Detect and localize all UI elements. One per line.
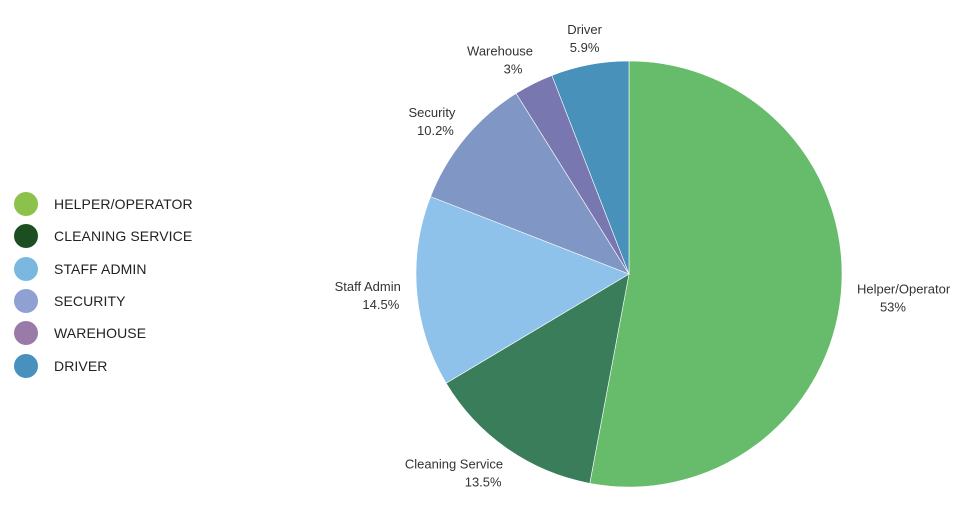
pie-label-cleaning-service: Cleaning Service [405, 457, 503, 472]
legend-label-cleaning-service: CLEANING SERVICE [54, 228, 193, 245]
legend-item-driver: DRIVER [14, 349, 254, 381]
pie-value-label-cleaning-service: 13.5% [465, 475, 502, 490]
pie-label-security: Security [408, 105, 455, 120]
pie-label-staff-admin: Staff Admin [335, 279, 401, 294]
legend-item-security: SECURITY [14, 285, 254, 317]
legend-swatch-staff-admin [14, 256, 38, 281]
pie-value-label-security: 10.2% [417, 123, 454, 138]
legend-swatch-cleaning-service [14, 224, 38, 249]
legend-item-cleaning-service: CLEANING SERVICE [14, 220, 254, 252]
pie-label-helper-operator: Helper/Operator [857, 281, 951, 296]
legend-item-warehouse: WAREHOUSE [14, 317, 254, 349]
legend-label-security: SECURITY [54, 293, 126, 310]
pie-value-label-driver: 5.9% [570, 40, 600, 55]
pie-slice-security [430, 92, 630, 275]
legend-swatch-driver [14, 353, 38, 378]
pie-slice-staff-admin [415, 196, 630, 384]
pie-label-driver: Driver [567, 22, 602, 37]
legend-swatch-security [14, 289, 38, 314]
legend-label-driver: DRIVER [54, 357, 108, 374]
legend-label-helper-operator: HELPER/OPERATOR [54, 196, 193, 213]
pie-label-warehouse: Warehouse [467, 44, 533, 59]
pie-value-label-staff-admin: 14.5% [362, 297, 399, 312]
legend-swatch-warehouse [14, 321, 38, 346]
legend-swatch-helper-operator [14, 192, 38, 217]
legend-item-helper-operator: HELPER/OPERATOR [14, 188, 254, 220]
pie-slice-helper-operator [589, 60, 843, 488]
pie-value-label-helper-operator: 53% [880, 299, 906, 314]
legend-label-warehouse: WAREHOUSE [54, 325, 147, 342]
legend-item-staff-admin: STAFF ADMIN [14, 253, 254, 285]
legend-label-staff-admin: STAFF ADMIN [54, 260, 147, 277]
chart-legend: HELPER/OPERATOR CLEANING SERVICE STAFF A… [14, 188, 254, 382]
pie-slice-driver [551, 60, 630, 275]
pie-value-label-warehouse: 3% [504, 62, 523, 77]
pie-slice-cleaning-service [445, 273, 630, 484]
